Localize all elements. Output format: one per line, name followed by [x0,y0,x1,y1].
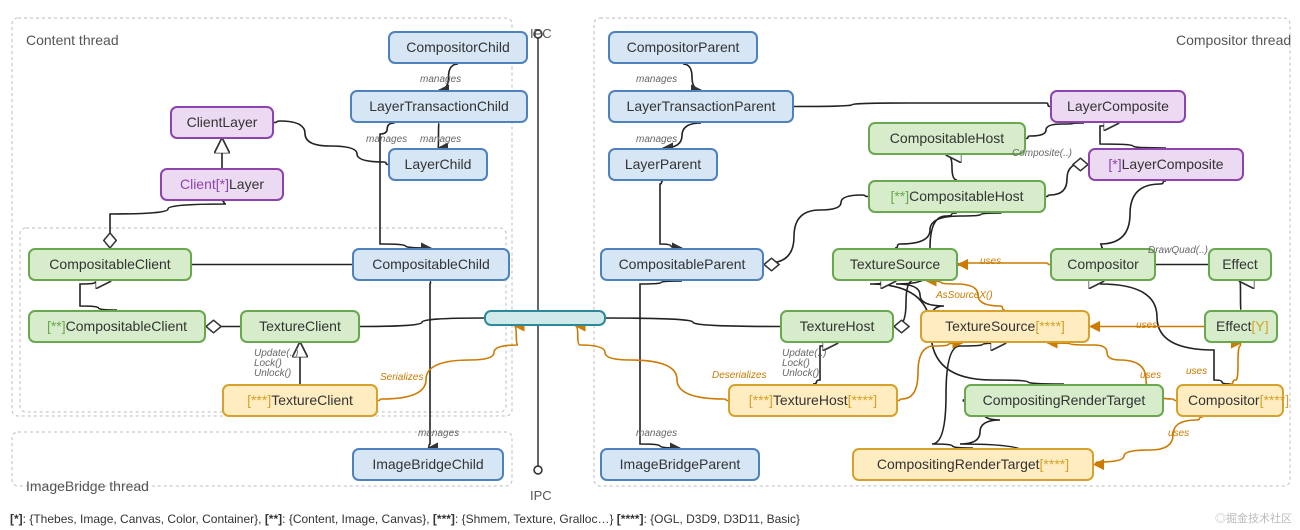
node-label: Effect [1216,318,1252,334]
node-ImageBridgeChild: ImageBridgeChild [352,448,504,481]
node-label: TextureClient [259,318,341,334]
node-label: LayerParent [625,156,701,172]
node-LayerChild: LayerChild [388,148,488,181]
node-label: CompositableHost [909,188,1023,204]
node-label: TextureSource [850,256,940,272]
node-label: CompositorChild [406,39,509,55]
node-label: LayerTransactionParent [627,98,776,114]
edge-label: Deserializes [712,370,766,381]
node-Compositor: Compositor [1050,248,1156,281]
region-label: ImageBridge thread [26,478,149,494]
node-label: Effect [1222,256,1258,272]
node-label: Layer [229,176,264,192]
node-ClientLayer: ClientLayer [170,106,274,139]
region-label: Compositor thread [1176,32,1291,48]
edge-label: uses [980,256,1001,267]
node-label: ClientLayer [187,114,258,130]
node-label: CompositableParent [619,256,746,272]
edge-label: AsSourceX() [936,290,993,301]
node-StarStarCompositableHost: [**]CompositableHost [868,180,1046,213]
footnote-legend: [*]: {Thebes, Image, Canvas, Color, Cont… [10,512,800,526]
node-CompositingRenderTarget: CompositingRenderTarget [964,384,1164,417]
edge-label: manages [420,74,461,85]
node-SharedData [484,310,606,326]
node-label: ImageBridgeParent [620,456,741,472]
node-LayerTransactionChild: LayerTransactionChild [350,90,528,123]
node-label: LayerChild [405,156,472,172]
edge-label: manages [418,428,459,439]
node-CompositableClient: CompositableClient [28,248,192,281]
node-LayerParent: LayerParent [608,148,718,181]
node-CompositorChild: CompositorChild [388,31,528,64]
edge-label: uses [1186,366,1207,377]
region-label: Content thread [26,32,119,48]
node-CompositableParent: CompositableParent [600,248,764,281]
node-label: Compositor [1067,256,1139,272]
node-Star3TextureClient: [***]TextureClient [222,384,378,417]
edge-label: manages [420,134,461,145]
node-TextureHost: TextureHost [780,310,894,343]
node-ClientStarLayer: Client[*]Layer [160,168,284,201]
node-CompositorStar4: Compositor[****] [1176,384,1284,417]
node-label: CompositableHost [890,130,1004,146]
node-CompositorParent: CompositorParent [608,31,758,64]
node-label: CompositableChild [372,256,490,272]
node-TextureClient: TextureClient [240,310,360,343]
node-label: CompositableClient [49,256,170,272]
edge-label: Serializes [380,372,423,383]
node-LayerComposite: LayerComposite [1050,90,1186,123]
annotation: Unlock() [254,368,291,379]
node-label: ImageBridgeChild [372,456,483,472]
edge-label: uses [1136,320,1157,331]
edge-label: manages [636,134,677,145]
node-label: LayerComposite [1067,98,1169,114]
ipc-label: IPC [530,488,552,503]
edge-label: DrawQuad(..) [1148,245,1208,256]
edge-label: uses [1140,370,1161,381]
edge-label: manages [366,134,407,145]
watermark: ◎掘金技术社区 [1215,510,1292,526]
node-label: Compositor [1188,392,1260,408]
edge-label: manages [636,74,677,85]
node-TextureSourceStar4: TextureSource[****] [920,310,1090,343]
node-CompositableHost: CompositableHost [868,122,1026,155]
annotation: Unlock() [782,368,819,379]
node-label: TextureClient [271,392,353,408]
node-Effect: Effect [1208,248,1272,281]
node-LayerTransactionParent: LayerTransactionParent [608,90,794,123]
node-CompositableChild: CompositableChild [352,248,510,281]
node-label: CompositableClient [66,318,187,334]
node-ImageBridgeParent: ImageBridgeParent [600,448,760,481]
edge-label: Composite(..) [1012,148,1072,159]
node-label: CompositingRenderTarget [983,392,1146,408]
node-EffectY: Effect[Y] [1204,310,1278,343]
node-label: LayerComposite [1122,156,1224,172]
node-StarLayerComposite: [*]LayerComposite [1088,148,1244,181]
node-StarStarCompositableClient: [**]CompositableClient [28,310,206,343]
node-label: TextureHost [773,392,848,408]
node-Star3TextureHostStar4: [***]TextureHost[****] [728,384,898,417]
node-label: TextureSource [945,318,1035,334]
node-TextureSource: TextureSource [832,248,958,281]
ipc-label: IPC [530,26,552,41]
node-label: CompositingRenderTarget [877,456,1040,472]
node-label: TextureHost [800,318,875,334]
node-CompositingRenderTargetStar4: CompositingRenderTarget[****] [852,448,1094,481]
node-label: CompositorParent [627,39,740,55]
edge-label: manages [636,428,677,439]
edge-label: uses [1168,428,1189,439]
node-label: LayerTransactionChild [369,98,509,114]
